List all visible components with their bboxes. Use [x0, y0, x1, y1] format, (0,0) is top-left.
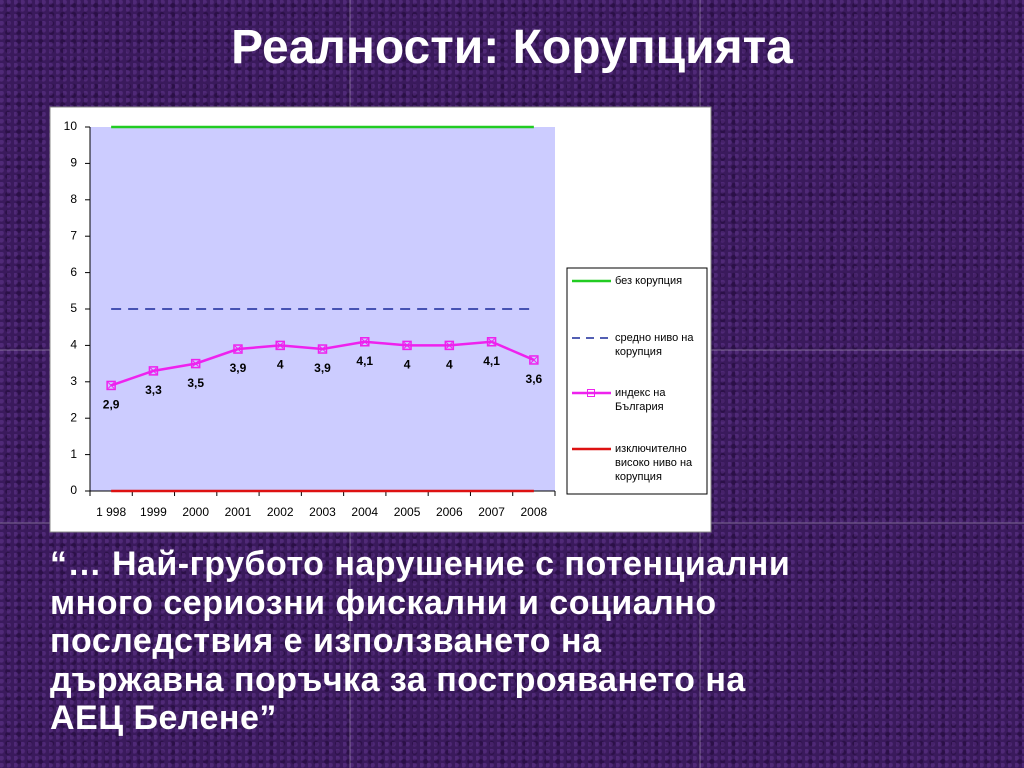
y-tick-label: 6	[70, 265, 77, 279]
x-tick-label: 2003	[309, 505, 336, 519]
x-tick-label: 1 998	[96, 505, 126, 519]
point-marker-x	[107, 382, 115, 389]
quote-line: много сериозни фискални и социално	[50, 583, 717, 622]
y-tick-label: 1	[70, 447, 77, 461]
data-label: 3,5	[187, 376, 204, 390]
point-marker-x	[276, 342, 284, 349]
data-label: 4	[277, 358, 284, 372]
x-tick-label: 1999	[140, 505, 167, 519]
y-tick-label: 10	[64, 119, 78, 133]
point-marker-x	[530, 356, 538, 364]
y-tick-label: 0	[70, 483, 77, 497]
x-tick-label: 2004	[351, 505, 378, 519]
point-marker	[402, 340, 412, 351]
point-marker	[529, 355, 539, 365]
legend-marker	[587, 389, 595, 397]
point-marker	[360, 337, 370, 347]
data-label: 3,6	[526, 372, 543, 386]
x-tick-label: 2002	[267, 505, 294, 519]
point-marker	[148, 366, 159, 376]
point-marker-x	[361, 338, 369, 346]
y-tick-label: 4	[70, 338, 77, 352]
legend-label: индекс на България	[615, 387, 666, 413]
y-tick-label: 5	[70, 301, 77, 315]
point-marker	[317, 344, 328, 354]
point-marker	[190, 358, 201, 369]
data-label: 3,3	[145, 383, 162, 397]
data-label: 3,9	[230, 361, 247, 375]
point-marker-x	[150, 367, 157, 375]
data-label: 2,9	[103, 398, 120, 412]
legend-box	[566, 267, 708, 495]
point-marker	[486, 337, 497, 347]
x-tick-label: 2005	[394, 505, 421, 519]
x-tick-label: 2006	[436, 505, 463, 519]
y-tick-label: 7	[70, 228, 77, 242]
quote-line: последствия е използването на	[50, 622, 602, 660]
point-marker	[106, 380, 116, 391]
data-label: 4	[404, 358, 411, 372]
x-tick-label: 2008	[521, 505, 548, 519]
y-tick-label: 3	[70, 374, 77, 388]
point-marker-x	[488, 338, 495, 346]
quote-line: “… Най-грубото нарушение с потенциални	[50, 545, 791, 583]
point-marker-x	[234, 345, 242, 353]
y-tick-label: 8	[70, 192, 77, 206]
point-marker-x	[445, 342, 453, 349]
x-tick-label: 2001	[225, 505, 252, 519]
data-label: 3,9	[314, 361, 331, 375]
legend-label: средно ниво на корупция	[615, 332, 694, 358]
x-tick-label: 2000	[182, 505, 209, 519]
point-marker-x	[319, 345, 326, 353]
point-marker-x	[403, 342, 411, 349]
legend-label: без корупция	[615, 275, 683, 287]
y-tick-label: 2	[70, 410, 77, 424]
data-label: 4,1	[356, 354, 373, 368]
quote-line: държавна поръчка за построяването на	[50, 660, 746, 699]
point-marker-x	[192, 360, 200, 367]
y-tick-label: 9	[70, 156, 77, 170]
point-marker	[444, 340, 455, 351]
x-tick-label: 2007	[478, 505, 505, 519]
point-marker	[275, 340, 285, 351]
data-label: 4,1	[483, 354, 500, 368]
slide-title: Реалности: Корупцията	[231, 21, 793, 74]
quote-line: АЕЦ Белене”	[50, 699, 277, 737]
legend-label: изключително високо ниво на корупция	[615, 443, 693, 483]
point-marker	[233, 344, 243, 354]
data-label: 4	[446, 358, 453, 372]
